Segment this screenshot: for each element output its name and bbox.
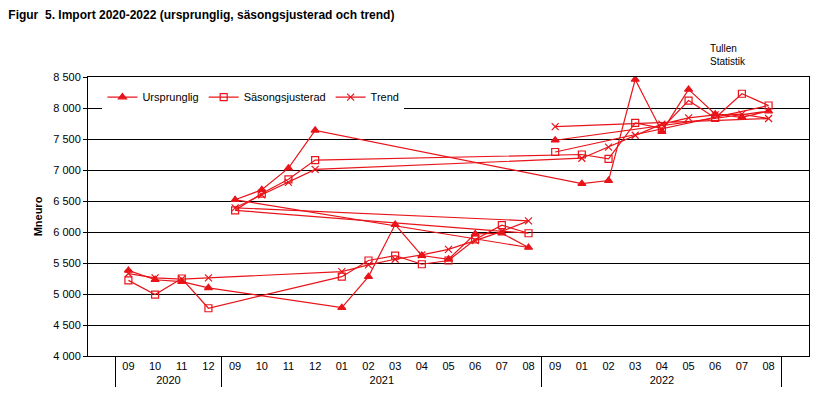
svg-text:06: 06 <box>709 360 721 372</box>
svg-text:11: 11 <box>176 360 187 372</box>
svg-text:02: 02 <box>362 360 374 372</box>
svg-text:6 500: 6 500 <box>53 195 81 207</box>
svg-text:04: 04 <box>416 360 428 372</box>
svg-text:10: 10 <box>149 360 161 372</box>
svg-text:2022: 2022 <box>650 374 674 386</box>
svg-text:12: 12 <box>309 360 321 372</box>
svg-text:09: 09 <box>229 360 241 372</box>
svg-text:5 000: 5 000 <box>53 288 81 300</box>
svg-text:5 500: 5 500 <box>53 257 81 269</box>
svg-text:09: 09 <box>549 360 561 372</box>
svg-text:10: 10 <box>256 360 268 372</box>
svg-text:7 000: 7 000 <box>53 164 81 176</box>
svg-text:02: 02 <box>602 360 614 372</box>
svg-text:06: 06 <box>469 360 481 372</box>
svg-text:2021: 2021 <box>370 374 394 386</box>
svg-text:Figur 5. Import 2020-2022 (ur: Figur 5. Import 2020-2022 (ursprunglig, … <box>8 8 394 22</box>
svg-text:7 500: 7 500 <box>53 133 81 145</box>
svg-text:03: 03 <box>629 360 641 372</box>
svg-text:07: 07 <box>736 360 748 372</box>
svg-text:08: 08 <box>522 360 534 372</box>
svg-text:05: 05 <box>682 360 694 372</box>
svg-text:4 000: 4 000 <box>53 350 81 362</box>
svg-text:07: 07 <box>496 360 508 372</box>
svg-text:05: 05 <box>442 360 454 372</box>
svg-text:TullenStatistik: TullenStatistik <box>710 43 746 67</box>
svg-text:6 000: 6 000 <box>53 226 81 238</box>
svg-text:Säsongsjusterad: Säsongsjusterad <box>244 91 326 103</box>
svg-text:8 000: 8 000 <box>53 102 81 114</box>
svg-text:08: 08 <box>762 360 774 372</box>
svg-text:11: 11 <box>283 360 294 372</box>
svg-text:04: 04 <box>656 360 668 372</box>
svg-text:Trend: Trend <box>371 91 399 103</box>
svg-text:01: 01 <box>576 360 588 372</box>
svg-text:01: 01 <box>336 360 348 372</box>
svg-text:Ursprunglig: Ursprunglig <box>142 91 198 103</box>
svg-text:4 500: 4 500 <box>53 319 81 331</box>
svg-text:03: 03 <box>389 360 401 372</box>
svg-text:8 500: 8 500 <box>53 71 81 83</box>
svg-text:09: 09 <box>122 360 134 372</box>
svg-text:2020: 2020 <box>156 374 180 386</box>
svg-text:Mneuro: Mneuro <box>32 196 44 236</box>
svg-text:12: 12 <box>202 360 214 372</box>
